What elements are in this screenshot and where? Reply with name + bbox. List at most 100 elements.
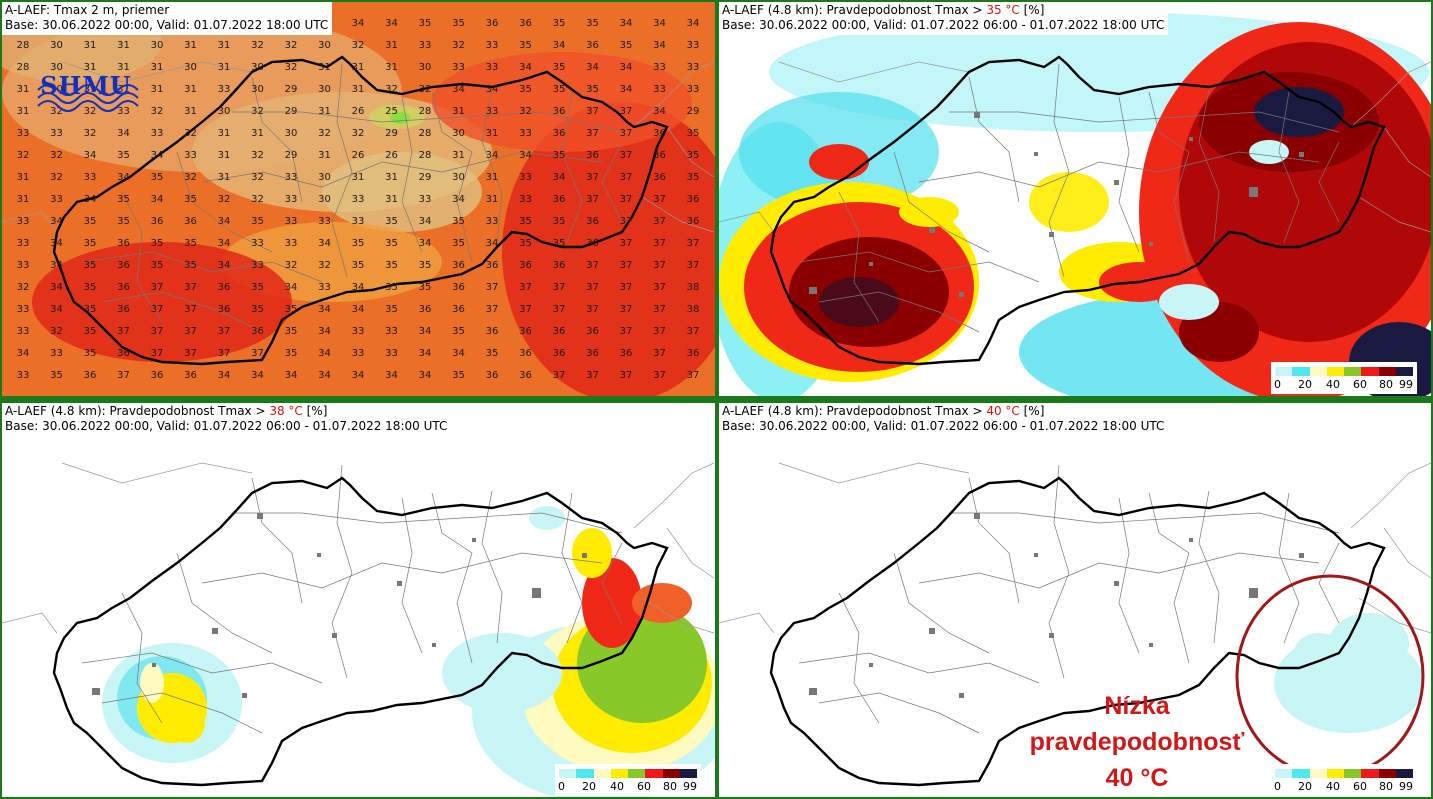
tmax-grid-value: 35 xyxy=(184,194,197,205)
tmax-grid-value: 37 xyxy=(653,370,666,381)
tmax-grid-value: 35 xyxy=(620,40,633,51)
tmax-grid-value: 35 xyxy=(117,194,130,205)
tmax-grid-value: 31 xyxy=(318,150,331,161)
panel1-title-line1: A-LAEF: Tmax 2 m, priemer xyxy=(5,3,170,17)
tmax-grid-value: 36 xyxy=(117,282,130,293)
tmax-grid-value: 34 xyxy=(419,238,432,249)
tmax-grid-value: 37 xyxy=(486,282,499,293)
tmax-grid-value: 35 xyxy=(285,348,298,359)
tmax-grid-value: 32 xyxy=(50,106,63,117)
tmax-grid-value: 36 xyxy=(486,370,499,381)
tmax-grid-value: 36 xyxy=(486,326,499,337)
tmax-grid-value: 37 xyxy=(620,128,633,139)
tmax-grid-value: 31 xyxy=(218,150,231,161)
tmax-grid-value: 36 xyxy=(519,370,532,381)
tmax-grid-value: 36 xyxy=(184,370,197,381)
tmax-grid-value: 33 xyxy=(318,216,331,227)
annotation-line3: 40 °C xyxy=(1105,764,1169,792)
tmax-grid-value: 37 xyxy=(620,326,633,337)
panel2-title-suffix: [%] xyxy=(1019,3,1045,17)
tmax-grid-value: 33 xyxy=(184,150,197,161)
tmax-grid-value: 34 xyxy=(50,260,63,271)
panel2-title-prefix: A-LAEF (4.8 km): Pravdepodobnost Tmax > xyxy=(722,3,987,17)
panel4-threshold: 40 °C xyxy=(986,404,1020,418)
tmax-grid-value: 33 xyxy=(117,106,130,117)
tmax-grid-value: 33 xyxy=(352,348,365,359)
tmax-grid-value: 34 xyxy=(84,150,97,161)
tmax-grid-value: 35 xyxy=(352,238,365,249)
tmax-grid-value: 35 xyxy=(50,370,63,381)
tmax-grid-value: 37 xyxy=(687,238,700,249)
tmax-grid-value: 36 xyxy=(452,304,465,315)
tmax-grid-value: 33 xyxy=(653,62,666,73)
panel4-title: A-LAEF (4.8 km): Pravdepodobnost Tmax > … xyxy=(719,403,1169,436)
tmax-grid-value: 34 xyxy=(50,216,63,227)
tmax-grid-value: 31 xyxy=(17,194,30,205)
tmax-grid-value: 35 xyxy=(419,260,432,271)
tmax-grid-value: 33 xyxy=(151,128,164,139)
tmax-grid-value: 37 xyxy=(586,106,599,117)
tmax-grid-value: 31 xyxy=(17,172,30,183)
tmax-grid-value: 36 xyxy=(519,326,532,337)
tmax-grid-value: 31 xyxy=(486,128,499,139)
tmax-grid-value: 35 xyxy=(519,216,532,227)
tmax-grid-value: 34 xyxy=(151,194,164,205)
tmax-mean-panel: 34 34 35 35 36 36 35 35 34 34 34 28 30 31 31 30 31 31 32 32… xyxy=(2,2,715,396)
tmax-grid-value: 34 xyxy=(419,370,432,381)
tmax-grid-value: 35 xyxy=(84,238,97,249)
tmax-grid-value: 34 xyxy=(620,62,633,73)
tmax-grid-value: 33 xyxy=(519,172,532,183)
tmax-grid-value: 33 xyxy=(486,40,499,51)
tmax-grid-value: 33 xyxy=(653,84,666,95)
tmax-grid-value: 37 xyxy=(620,172,633,183)
tmax-grid-value: 36 xyxy=(553,106,566,117)
tmax-grid-value: 36 xyxy=(586,348,599,359)
tmax-grid-value: 32 xyxy=(352,128,365,139)
tmax-grid-value: 34 xyxy=(452,348,465,359)
tmax-grid-value: 35 xyxy=(687,150,700,161)
tmax-grid-value: 33 xyxy=(285,172,298,183)
legend-swatch xyxy=(1292,367,1310,376)
tmax-grid-value: 36 xyxy=(117,304,130,315)
tmax-grid-value: 29 xyxy=(285,84,298,95)
tmax-grid-value: 37 xyxy=(586,172,599,183)
tmax-grid-value: 37 xyxy=(620,216,633,227)
tmax-grid-value: 36 xyxy=(687,194,700,205)
tmax-grid-value: 32 xyxy=(419,84,432,95)
tmax-grid-value: 31 xyxy=(184,84,197,95)
tmax-grid-value: 37 xyxy=(151,348,164,359)
tmax-grid-value: 32 xyxy=(251,106,264,117)
tmax-grid-value: 36 xyxy=(151,216,164,227)
tmax-grid-value: 32 xyxy=(84,106,97,117)
tmax-grid-value: 35 xyxy=(151,238,164,249)
prob-35-map xyxy=(719,2,1431,396)
tmax-grid-value: 34 xyxy=(17,348,30,359)
tmax-grid-value: 33 xyxy=(687,40,700,51)
tmax-grid-value: 35 xyxy=(151,172,164,183)
prob-38-map xyxy=(2,403,715,797)
legend-swatch xyxy=(559,769,577,778)
tmax-grid-value: 33 xyxy=(519,128,532,139)
tmax-grid-value: 34 xyxy=(218,238,231,249)
tmax-grid-value: 37 xyxy=(151,326,164,337)
shmu-logo-text: SHMU xyxy=(40,72,132,100)
tmax-grid-value: 26 xyxy=(352,106,365,117)
tmax-grid-value: 34 xyxy=(385,18,398,29)
legend-swatch xyxy=(1361,769,1379,778)
tmax-grid-value: 35 xyxy=(553,150,566,161)
tmax-grid-value: 34 xyxy=(50,304,63,315)
tmax-grid-value: 33 xyxy=(352,216,365,227)
tmax-grid-value: 35 xyxy=(687,128,700,139)
tmax-grid-value: 32 xyxy=(318,260,331,271)
tmax-grid-value: 35 xyxy=(251,282,264,293)
panel2-title: A-LAEF (4.8 km): Pravdepodobnost Tmax > … xyxy=(719,2,1169,35)
tmax-grid-value: 35 xyxy=(553,238,566,249)
prob-40-panel: A-LAEF (4.8 km): Pravdepodobnost Tmax > … xyxy=(719,403,1431,797)
tmax-grid-value: 32 xyxy=(50,172,63,183)
legend-swatch xyxy=(1309,367,1327,376)
tmax-grid-value: 36 xyxy=(553,128,566,139)
tmax-grid-value: 36 xyxy=(653,128,666,139)
tmax-grid-value: 37 xyxy=(620,194,633,205)
tmax-grid-value: 34 xyxy=(50,282,63,293)
tmax-grid-value: 36 xyxy=(452,260,465,271)
